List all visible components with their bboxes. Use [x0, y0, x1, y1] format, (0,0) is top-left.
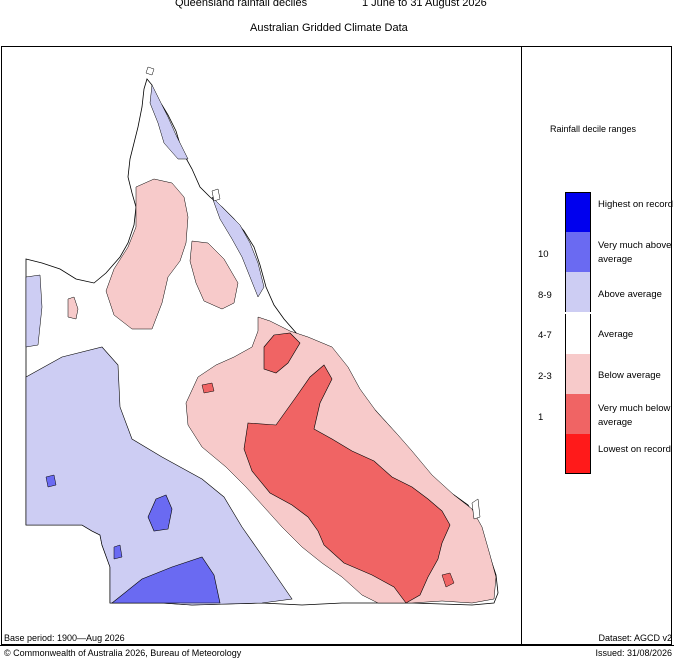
- region-above-average-southwest: [25, 346, 293, 606]
- range-label-4-7: 4-7: [538, 330, 552, 341]
- island-a: [145, 66, 155, 76]
- swatch-average: [565, 314, 591, 354]
- issued-date: Issued: 31/08/2026: [595, 648, 672, 658]
- range-label-10: 10: [538, 249, 549, 260]
- range-label-8-9: 8-9: [538, 290, 552, 301]
- region-very-much-above-a: [111, 556, 221, 604]
- label-above-average: Above average: [598, 289, 662, 300]
- region-very-much-below-main: [243, 364, 451, 604]
- label-below-average: Below average: [598, 370, 661, 381]
- region-very-much-above-d: [113, 544, 123, 560]
- base-period: Base period: 1900—Aug 2026: [4, 633, 125, 643]
- copyright: © Commonwealth of Australia 2026, Bureau…: [4, 648, 242, 658]
- label-very-much-above-average: Very much above average: [598, 240, 672, 265]
- region-very-much-below-small-b: [441, 572, 455, 588]
- region-very-much-below-small-a: [201, 382, 215, 394]
- map-period: 1 June to 31 August 2026: [362, 0, 487, 9]
- footer-divider: [0, 645, 674, 646]
- region-very-much-above-b: [147, 494, 173, 532]
- range-label-2-3: 2-3: [538, 371, 552, 382]
- swatch-above-average: [565, 272, 591, 312]
- legend-separator: [521, 47, 522, 644]
- label-very-much-below-average: Very much below average: [598, 403, 671, 428]
- swatch-lowest-on-record: [565, 434, 591, 474]
- region-below-average-gulf: [105, 178, 189, 330]
- island-c: [211, 188, 221, 202]
- swatch-highest-on-record: [565, 192, 591, 232]
- label-average: Average: [598, 329, 634, 340]
- dataset-label: Dataset: AGCD v2: [598, 633, 672, 643]
- label-highest-on-record: Highest on record: [598, 199, 673, 210]
- rainfall-decile-map: [25, 66, 499, 606]
- map-title: Queensland rainfall deciles: [175, 0, 308, 9]
- region-above-average-west: [25, 274, 43, 348]
- swatch-below-average: [565, 354, 591, 394]
- label-lowest-on-record: Lowest on record: [598, 444, 671, 455]
- island-b: [471, 498, 481, 520]
- swatch-very-much-above-average: [565, 232, 591, 272]
- region-above-average-cape: [149, 84, 189, 160]
- region-below-average-small: [67, 296, 79, 320]
- region-very-much-below-north: [263, 332, 301, 374]
- map-subtitle: Australian Gridded Climate Data: [250, 22, 408, 34]
- region-above-average-east: [211, 196, 265, 298]
- map-frame: [1, 46, 672, 645]
- legend-title: Rainfall decile ranges: [550, 124, 637, 134]
- range-label-1: 1: [538, 412, 544, 423]
- swatch-very-much-below-average: [565, 394, 591, 434]
- region-very-much-above-c: [45, 474, 57, 488]
- region-below-average-cape-west: [189, 240, 239, 310]
